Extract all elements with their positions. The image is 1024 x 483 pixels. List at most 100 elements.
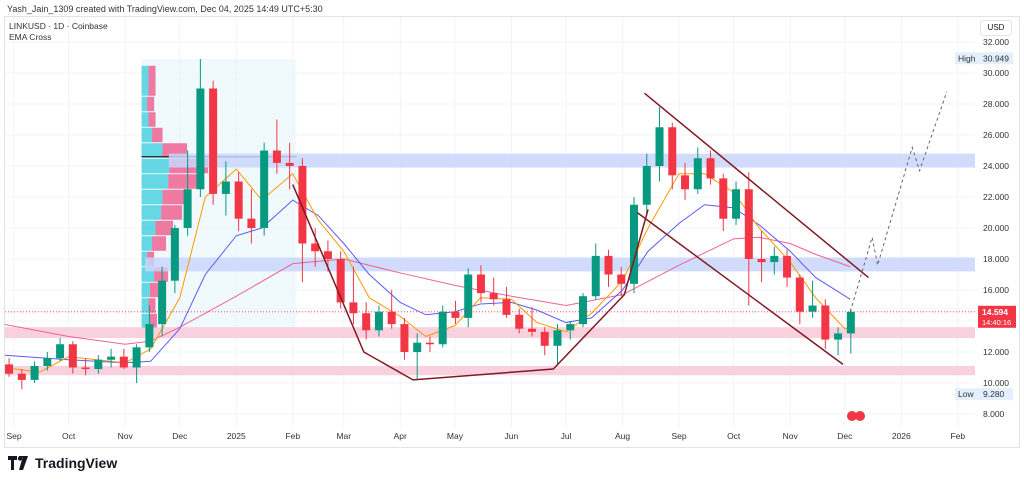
volume-profile-up-bar bbox=[141, 158, 170, 174]
candle-body bbox=[566, 324, 575, 331]
volume-profile-up-bar bbox=[141, 282, 150, 298]
x-tick-label: Feb bbox=[950, 431, 965, 441]
candle-body bbox=[604, 255, 613, 275]
symbol-info[interactable]: LINKUSD · 1D · Coinbase bbox=[9, 21, 108, 31]
candle-body bbox=[413, 342, 422, 352]
volume-profile-down-bar bbox=[149, 313, 157, 329]
candle-body bbox=[272, 150, 281, 163]
candle-body bbox=[43, 358, 52, 366]
candle-body bbox=[374, 311, 383, 331]
candle-body bbox=[56, 344, 65, 359]
x-tick-label: Nov bbox=[783, 431, 799, 441]
x-tick-label: Sep bbox=[6, 431, 21, 441]
last-price-value: 14.594 bbox=[982, 307, 1008, 317]
y-tick-label: 20.000 bbox=[983, 223, 1009, 233]
candle-body bbox=[553, 330, 562, 346]
cup-pattern-line bbox=[292, 184, 649, 381]
x-tick-label: Oct bbox=[727, 431, 741, 441]
volume-profile-up-bar bbox=[141, 96, 148, 112]
candle-body bbox=[438, 311, 447, 345]
event-flag-icon bbox=[855, 411, 865, 421]
candle-body bbox=[578, 296, 587, 325]
bar-countdown: 14:40:16 bbox=[982, 318, 1011, 327]
candle-body bbox=[362, 313, 371, 331]
candle-body bbox=[183, 189, 192, 228]
x-tick-label: Aug bbox=[615, 431, 630, 441]
y-tick-label: 32.000 bbox=[983, 37, 1009, 47]
candle-body bbox=[808, 305, 817, 312]
brand-name: TradingView bbox=[35, 455, 118, 471]
volume-profile-down-bar bbox=[152, 127, 163, 143]
x-tick-label: Oct bbox=[62, 431, 76, 441]
candle-body bbox=[68, 344, 77, 368]
candle-body bbox=[234, 181, 243, 219]
volume-profile-down-bar bbox=[152, 236, 167, 251]
candle-body bbox=[247, 218, 256, 228]
candle-body bbox=[119, 356, 128, 368]
volume-profile-up-bar bbox=[141, 189, 163, 205]
candle-body bbox=[591, 255, 600, 297]
volume-profile-down-bar bbox=[148, 65, 156, 96]
chart-frame bbox=[4, 16, 1020, 448]
candle-body bbox=[94, 359, 103, 370]
candle-body bbox=[17, 373, 26, 380]
x-tick-label: 2025 bbox=[227, 431, 246, 441]
tradingview-logo-icon bbox=[8, 456, 28, 470]
chart-credit: Yash_Jain_1309 created with TradingView.… bbox=[7, 4, 323, 14]
candle-body bbox=[757, 259, 766, 263]
tradingview-logo[interactable]: TradingView bbox=[8, 455, 117, 471]
candle-body bbox=[387, 311, 396, 325]
volume-profile-up-bar bbox=[141, 251, 148, 267]
currency-button[interactable]: USD bbox=[980, 20, 1012, 36]
candle-body bbox=[311, 243, 320, 252]
y-tick-label: 10.000 bbox=[983, 378, 1009, 388]
candle-body bbox=[655, 127, 664, 166]
candle-body bbox=[170, 228, 179, 281]
candle-body bbox=[400, 324, 409, 352]
candle-body bbox=[285, 162, 294, 166]
candle-body bbox=[795, 277, 804, 312]
low-label-bg bbox=[955, 388, 1013, 401]
candle-body bbox=[489, 293, 498, 300]
candle-body bbox=[617, 274, 626, 284]
volume-profile-up-bar bbox=[141, 298, 149, 313]
x-tick-label: May bbox=[447, 431, 464, 441]
volume-profile-down-bar bbox=[168, 174, 204, 189]
y-tick-label: 26.000 bbox=[983, 130, 1009, 140]
event-flag-icon bbox=[847, 411, 857, 421]
candle-body bbox=[464, 274, 473, 318]
x-tick-label: Feb bbox=[285, 431, 300, 441]
y-tick-label: 30.000 bbox=[983, 68, 1009, 78]
y-tick-label: 28.000 bbox=[983, 99, 1009, 109]
volume-profile-down-bar bbox=[148, 298, 156, 313]
candle-body bbox=[81, 367, 90, 370]
y-tick-label: 24.000 bbox=[983, 161, 1009, 171]
candle-body bbox=[30, 365, 39, 380]
volume-profile-up-bar bbox=[141, 236, 153, 251]
indicator-label[interactable]: EMA Cross bbox=[9, 32, 52, 42]
candle-body bbox=[630, 204, 639, 284]
x-tick-label: Dec bbox=[837, 431, 853, 441]
x-tick-label: Jul bbox=[561, 431, 572, 441]
volume-profile-up-bar bbox=[141, 143, 163, 158]
projection-path bbox=[849, 91, 948, 312]
volume-profile-up-bar bbox=[141, 313, 150, 329]
candle-body bbox=[846, 311, 855, 334]
last-price-badge bbox=[978, 305, 1016, 328]
candle-body bbox=[744, 189, 753, 259]
candle-body bbox=[834, 333, 843, 340]
low-label: Low bbox=[958, 389, 974, 399]
x-tick-label: Jun bbox=[505, 431, 519, 441]
candle-body bbox=[323, 251, 332, 259]
candle-body bbox=[132, 347, 141, 368]
candle-body bbox=[209, 88, 218, 194]
candle-body bbox=[527, 328, 536, 332]
volume-profile-up-bar bbox=[141, 174, 169, 189]
x-tick-label: Mar bbox=[336, 431, 351, 441]
candle-body bbox=[693, 158, 702, 190]
volume-profile-down-bar bbox=[161, 205, 183, 220]
candle-body bbox=[145, 324, 154, 348]
candle-body bbox=[260, 150, 269, 228]
x-tick-label: Dec bbox=[172, 431, 188, 441]
